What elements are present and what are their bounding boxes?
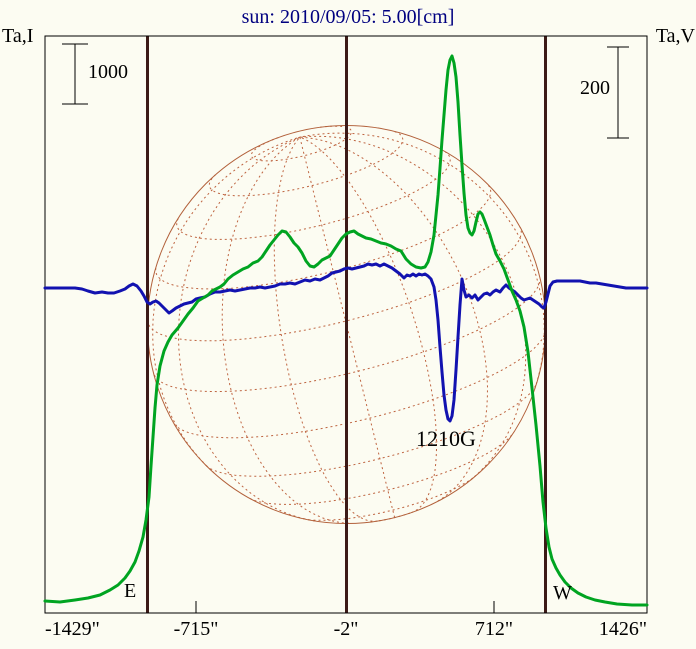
graticule-meridian bbox=[299, 136, 396, 518]
left-scale-value: 1000 bbox=[88, 61, 128, 83]
graticule-parallel bbox=[208, 130, 404, 197]
graticule-meridian bbox=[299, 136, 437, 514]
intensity-curve bbox=[43, 54, 649, 607]
polarization-curve bbox=[43, 262, 649, 423]
left-axis-label: Ta,I bbox=[2, 25, 34, 47]
graticule-meridian bbox=[221, 136, 349, 524]
graticule-meridian bbox=[299, 136, 489, 502]
graticule-meridian bbox=[299, 132, 545, 394]
graticule-meridian bbox=[299, 135, 527, 484]
graticule-meridian bbox=[273, 136, 378, 522]
east-limb-label: E bbox=[124, 580, 137, 602]
graticule-parallel bbox=[176, 151, 451, 240]
right-axis-label: Ta,V bbox=[655, 25, 695, 47]
graticule-parallel bbox=[205, 383, 538, 477]
graticule-parallel bbox=[249, 432, 514, 505]
west-limb-label: W bbox=[553, 582, 572, 604]
graticule-parallel bbox=[173, 331, 546, 439]
graticule-parallel bbox=[250, 125, 352, 162]
sunspot-annotation: 1210G bbox=[416, 426, 476, 451]
x-tick-label-3: 712" bbox=[474, 618, 514, 640]
right-scale-value: 200 bbox=[580, 77, 610, 99]
x-tick-label-1: -715" bbox=[173, 618, 219, 640]
x-tick-label-2: -2" bbox=[333, 618, 359, 640]
x-tick-label-0: -1429" bbox=[45, 618, 100, 640]
plot-border bbox=[44, 35, 648, 614]
graticule-meridian bbox=[177, 136, 315, 522]
graticule-parallel bbox=[147, 227, 522, 342]
graticule-parallel bbox=[155, 184, 492, 290]
graticule-parallel bbox=[303, 475, 476, 521]
x-tick-label-4: 1426" bbox=[598, 618, 647, 640]
chart-title: sun: 2010/09/05: 5.00[cm] bbox=[241, 6, 455, 28]
